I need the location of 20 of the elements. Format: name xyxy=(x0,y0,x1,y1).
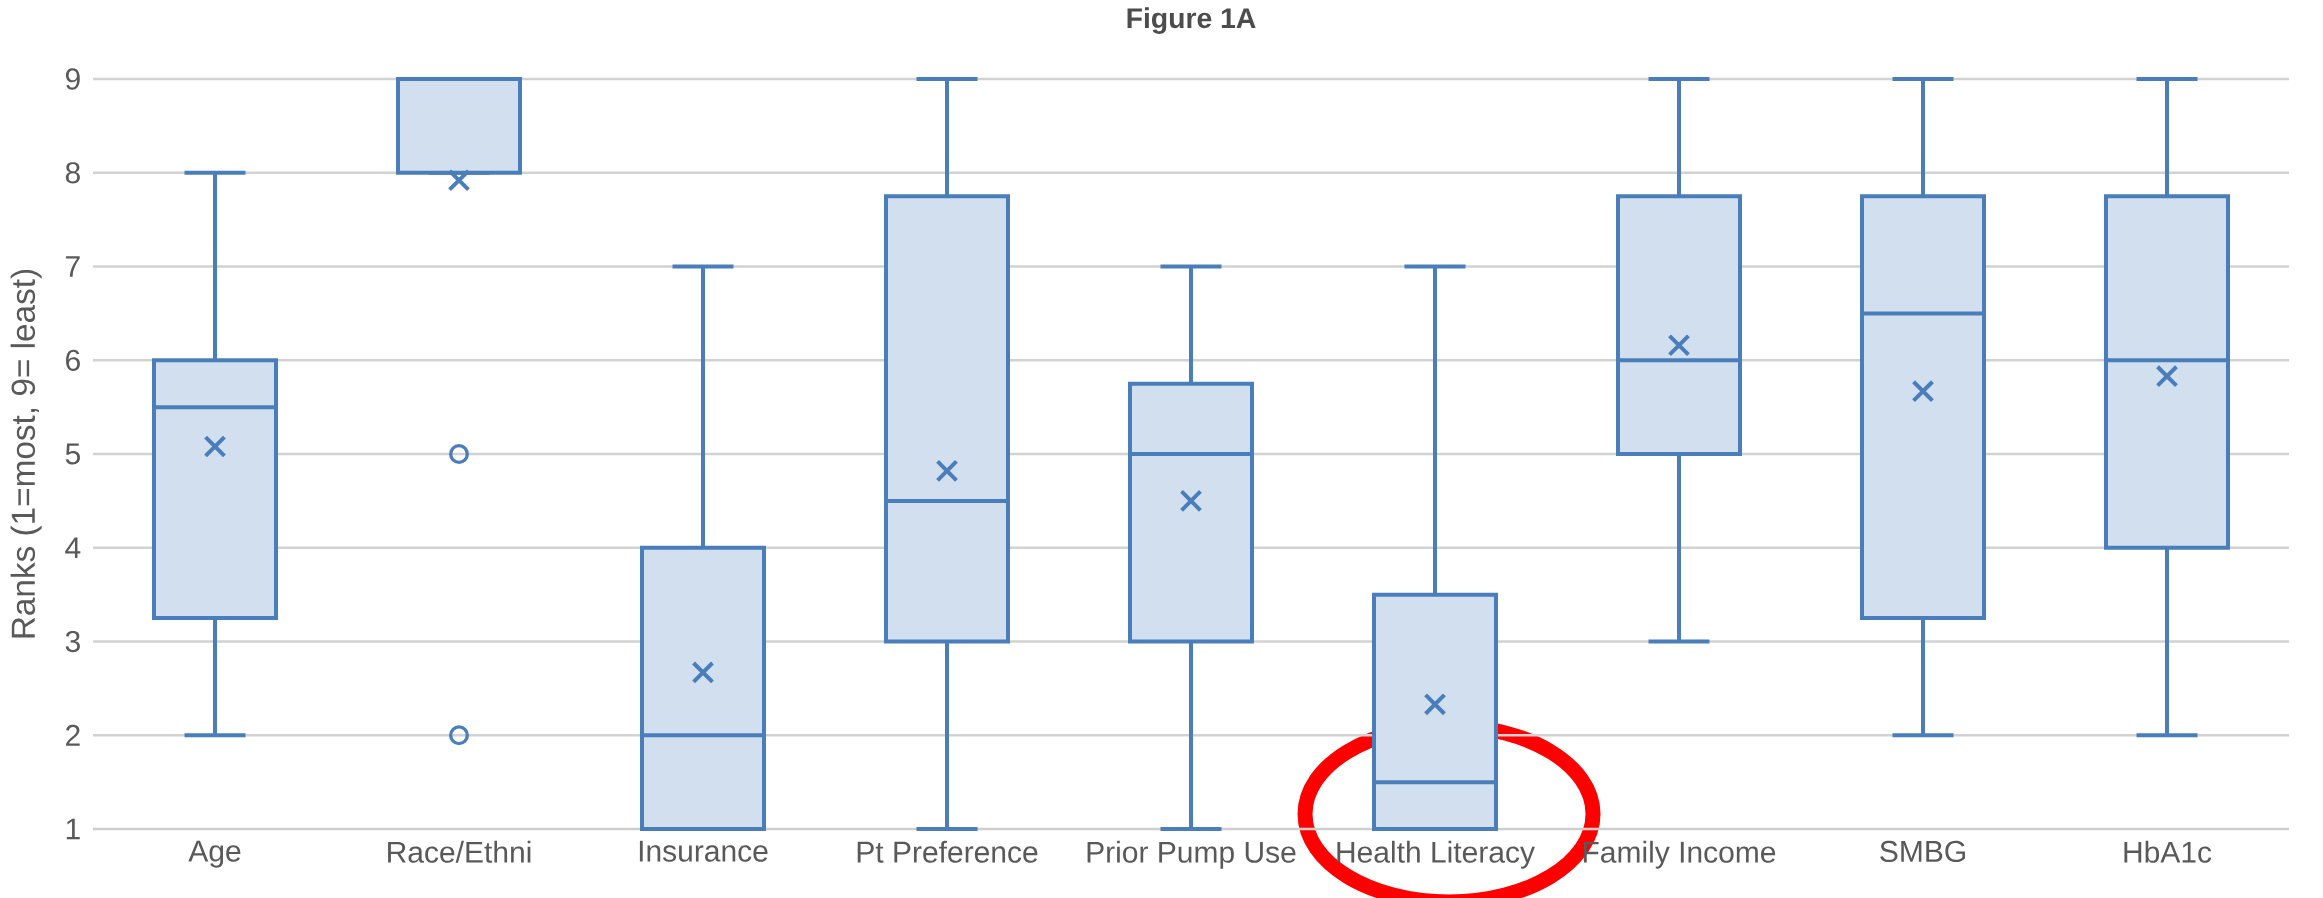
x-tick-label: HbA1c xyxy=(2124,840,2212,863)
x-tick-label: Prior Pump Use xyxy=(1087,840,1296,869)
y-tick-label: 8 xyxy=(65,162,80,184)
x-tick-label: Insurance xyxy=(639,840,768,862)
x-tick-label: Race/Ethni xyxy=(388,840,531,863)
x-tick-label: SMBG xyxy=(1880,840,1965,863)
y-tick-label: 1 xyxy=(66,818,80,840)
y-axis-title: Ranks (1=most, 9= least) xyxy=(10,269,42,638)
y-tick-label: 5 xyxy=(65,443,80,465)
y-tick-label: 3 xyxy=(65,630,80,653)
x-tick-label: Family Income xyxy=(1583,840,1776,869)
y-tick-label: 4 xyxy=(65,537,81,559)
y-tick-label: 2 xyxy=(66,724,80,746)
x-tick-label: Health Literacy xyxy=(1337,840,1535,869)
x-tick-label: Pt Preference xyxy=(857,840,1038,863)
y-tick-label: 7 xyxy=(66,256,80,277)
chart-title: Figure 1A xyxy=(1127,7,1256,34)
y-tick-label: 9 xyxy=(65,68,80,90)
x-tick-label: Age xyxy=(188,840,241,868)
y-tick-label: 6 xyxy=(66,349,80,371)
